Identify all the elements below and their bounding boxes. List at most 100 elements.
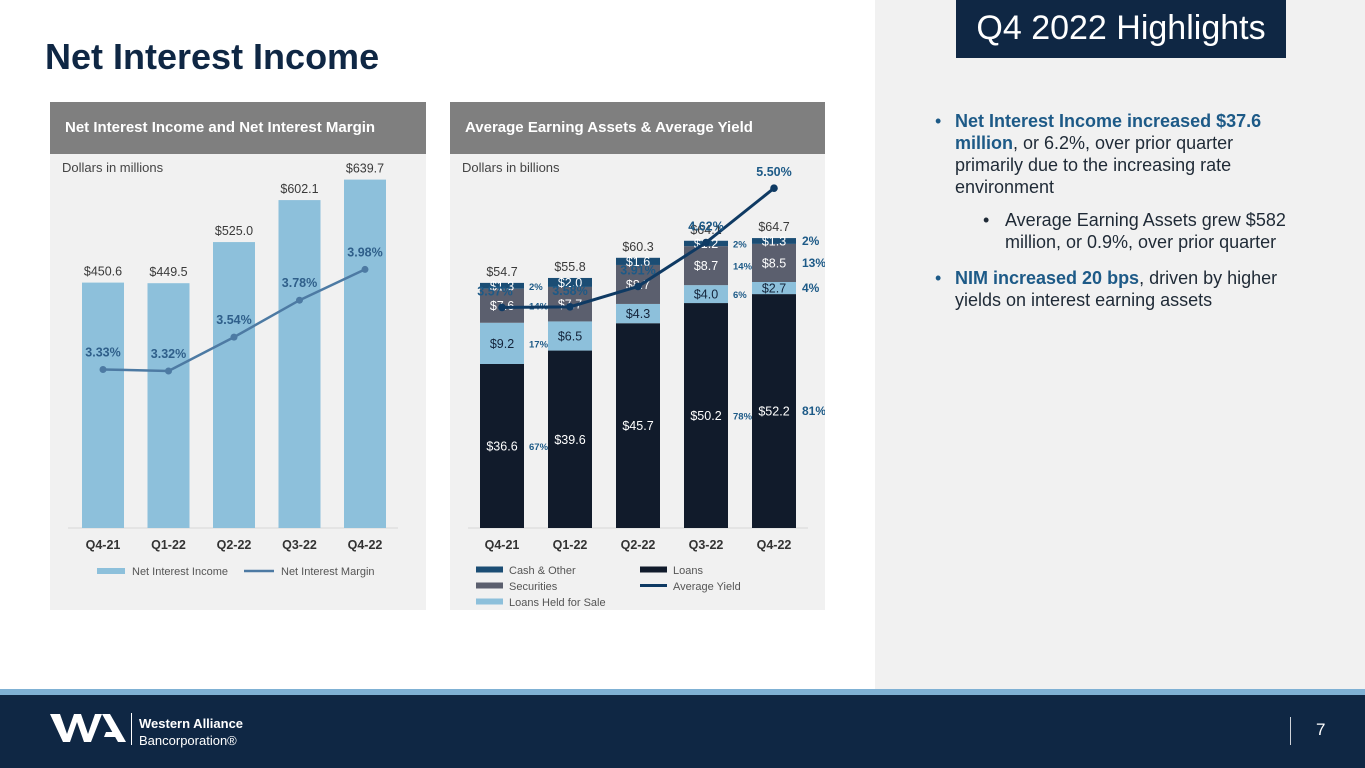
composition-pct-label: 13% [802, 256, 825, 270]
total-assets-label: $54.7 [486, 265, 517, 279]
cash-other-segment [480, 282, 524, 289]
average-yield-point [634, 282, 642, 291]
x-tick-label: Q4-21 [485, 538, 520, 552]
earning-assets-units-note: Dollars in billions [462, 160, 560, 175]
highlights-badge: Q4 2022 Highlights [956, 0, 1286, 58]
average-yield-point [566, 303, 574, 311]
nii-bar-label: $639.7 [346, 162, 384, 176]
bullet-dot-icon: • [935, 111, 942, 131]
nii-units-note: Dollars in millions [62, 160, 164, 175]
earning-assets-chart-panel: Average Earning Assets & Average Yield D… [450, 102, 825, 610]
highlights-panel [875, 0, 1365, 690]
nim-point [361, 265, 369, 273]
footer-bar: Western Alliance Bancorporation® 7 [0, 695, 1365, 768]
nii-bar-label: $450.6 [84, 265, 122, 279]
loans-segment [480, 363, 524, 528]
total-assets-label: $64.7 [758, 220, 789, 234]
loans-segment [684, 303, 728, 528]
cash-other-label: $1.6 [626, 255, 650, 269]
composition-pct-label: 17% [529, 339, 549, 350]
bullet-dot-icon: • [935, 268, 942, 288]
x-tick-label: Q3-22 [689, 538, 724, 552]
nim-point [99, 365, 107, 373]
nii-bar [147, 283, 190, 528]
logo-divider [131, 713, 132, 745]
nii-chart-panel: Net Interest Income and Net Interest Mar… [50, 102, 426, 610]
loans-held-for-sale-segment [548, 321, 592, 351]
nii-bar-label: $525.0 [215, 224, 253, 238]
loans-segment [548, 350, 592, 528]
cash-other-label: $1.3 [490, 279, 514, 293]
legend-swatch-loans-held-for-sale [476, 598, 503, 605]
total-assets-label: $60.3 [622, 240, 653, 254]
highlights-list: • Net Interest Income increased $37.6 mi… [935, 110, 1295, 311]
x-tick-label: Q1-22 [553, 538, 588, 552]
nim-point [165, 367, 172, 375]
composition-pct-label: 81% [802, 404, 825, 418]
western-alliance-logo-icon [50, 714, 126, 742]
highlight-sub-earning-assets: • Average Earning Assets grew $582 milli… [935, 209, 1295, 253]
highlight-earning-assets-text: Average Earning Assets grew $582 million… [1005, 210, 1286, 252]
earning-assets-chart-title: Average Earning Assets & Average Yield [450, 102, 825, 154]
legend-label-net-interest-income: Net Interest Income [132, 566, 228, 578]
cash-other-segment [752, 238, 796, 244]
cash-other-segment [616, 257, 660, 265]
nii-bar [344, 179, 386, 528]
legend-label-cash-other: Cash & Other [509, 565, 576, 577]
loans-held-for-sale-label: $6.5 [558, 329, 582, 343]
securities-label: $8.7 [694, 259, 718, 273]
total-assets-label: $55.8 [554, 260, 585, 274]
nim-point [230, 333, 238, 341]
cash-other-segment [548, 277, 592, 287]
highlight-nim-text: , driven by higher yields on interest ea… [955, 268, 1278, 310]
logo-text-line2: Bancorporation® [139, 733, 237, 748]
legend-label-securities: Securities [509, 581, 558, 593]
highlight-nim-bold: NIM increased 20 bps [955, 268, 1140, 288]
composition-pct-label: 6% [733, 290, 747, 301]
loans-held-for-sale-label: $4.3 [626, 307, 650, 321]
composition-pct-label: 14% [733, 262, 753, 273]
legend-label-loans: Loans [673, 565, 703, 577]
highlight-nii-bold: Net Interest Income increased $37.6 mill… [955, 111, 1262, 153]
composition-pct-label: 4% [802, 281, 820, 295]
legend-swatch-net-interest-income [97, 568, 125, 574]
average-yield-label: 3.57% [477, 284, 512, 298]
nim-label: 3.54% [216, 313, 251, 327]
legend-swatch-loans [640, 566, 667, 573]
loans-label: $39.6 [554, 433, 585, 447]
highlight-nii-text: , or 6.2%, over prior quarter primarily … [955, 133, 1234, 197]
average-yield-label: 3.58% [552, 284, 587, 298]
bullet-dot-icon: • [983, 210, 990, 230]
page-number-divider [1290, 717, 1291, 745]
nim-label: 3.32% [151, 347, 186, 361]
nim-point [296, 296, 303, 304]
loans-segment [752, 294, 796, 528]
securities-segment [752, 243, 796, 282]
x-tick-label: Q2-22 [621, 538, 656, 552]
loans-label: $45.7 [622, 419, 653, 433]
page-number: 7 [1316, 720, 1326, 739]
earning-assets-chart: $36.6$9.2$7.6$1.3$54.7Q4-2167%17%14%2%$3… [468, 165, 825, 609]
cash-other-label: $1.3 [762, 234, 786, 248]
average-yield-label: 3.91% [620, 263, 655, 277]
composition-pct-label: 2% [733, 239, 747, 250]
legend-label-loans-held-for-sale: Loans Held for Sale [509, 597, 606, 609]
nii-chart: $450.6 Q4-21 $449.5 Q1-22 $525.0 Q2-22 $602.1 Q… [68, 162, 398, 578]
composition-pct-label: 2% [802, 234, 820, 248]
legend-label-average-yield: Average Yield [673, 581, 741, 593]
loans-held-for-sale-label: $9.2 [490, 337, 514, 351]
loans-held-for-sale-segment [752, 281, 796, 295]
nim-label: 3.98% [347, 245, 382, 259]
loans-label: $50.2 [690, 409, 721, 423]
loans-label: $52.2 [758, 405, 789, 419]
x-tick-label: Q4-22 [757, 538, 792, 552]
average-yield-label: 5.50% [756, 165, 791, 179]
securities-label: $8.5 [762, 256, 786, 270]
logo-text-line1: Western Alliance [139, 716, 244, 731]
loans-segment [616, 323, 660, 528]
nii-bar [213, 242, 255, 529]
average-yield-point [702, 238, 710, 247]
composition-pct-label: 67% [529, 442, 549, 453]
loans-held-for-sale-label: $2.7 [762, 282, 786, 296]
legend-swatch-securities [476, 582, 503, 589]
